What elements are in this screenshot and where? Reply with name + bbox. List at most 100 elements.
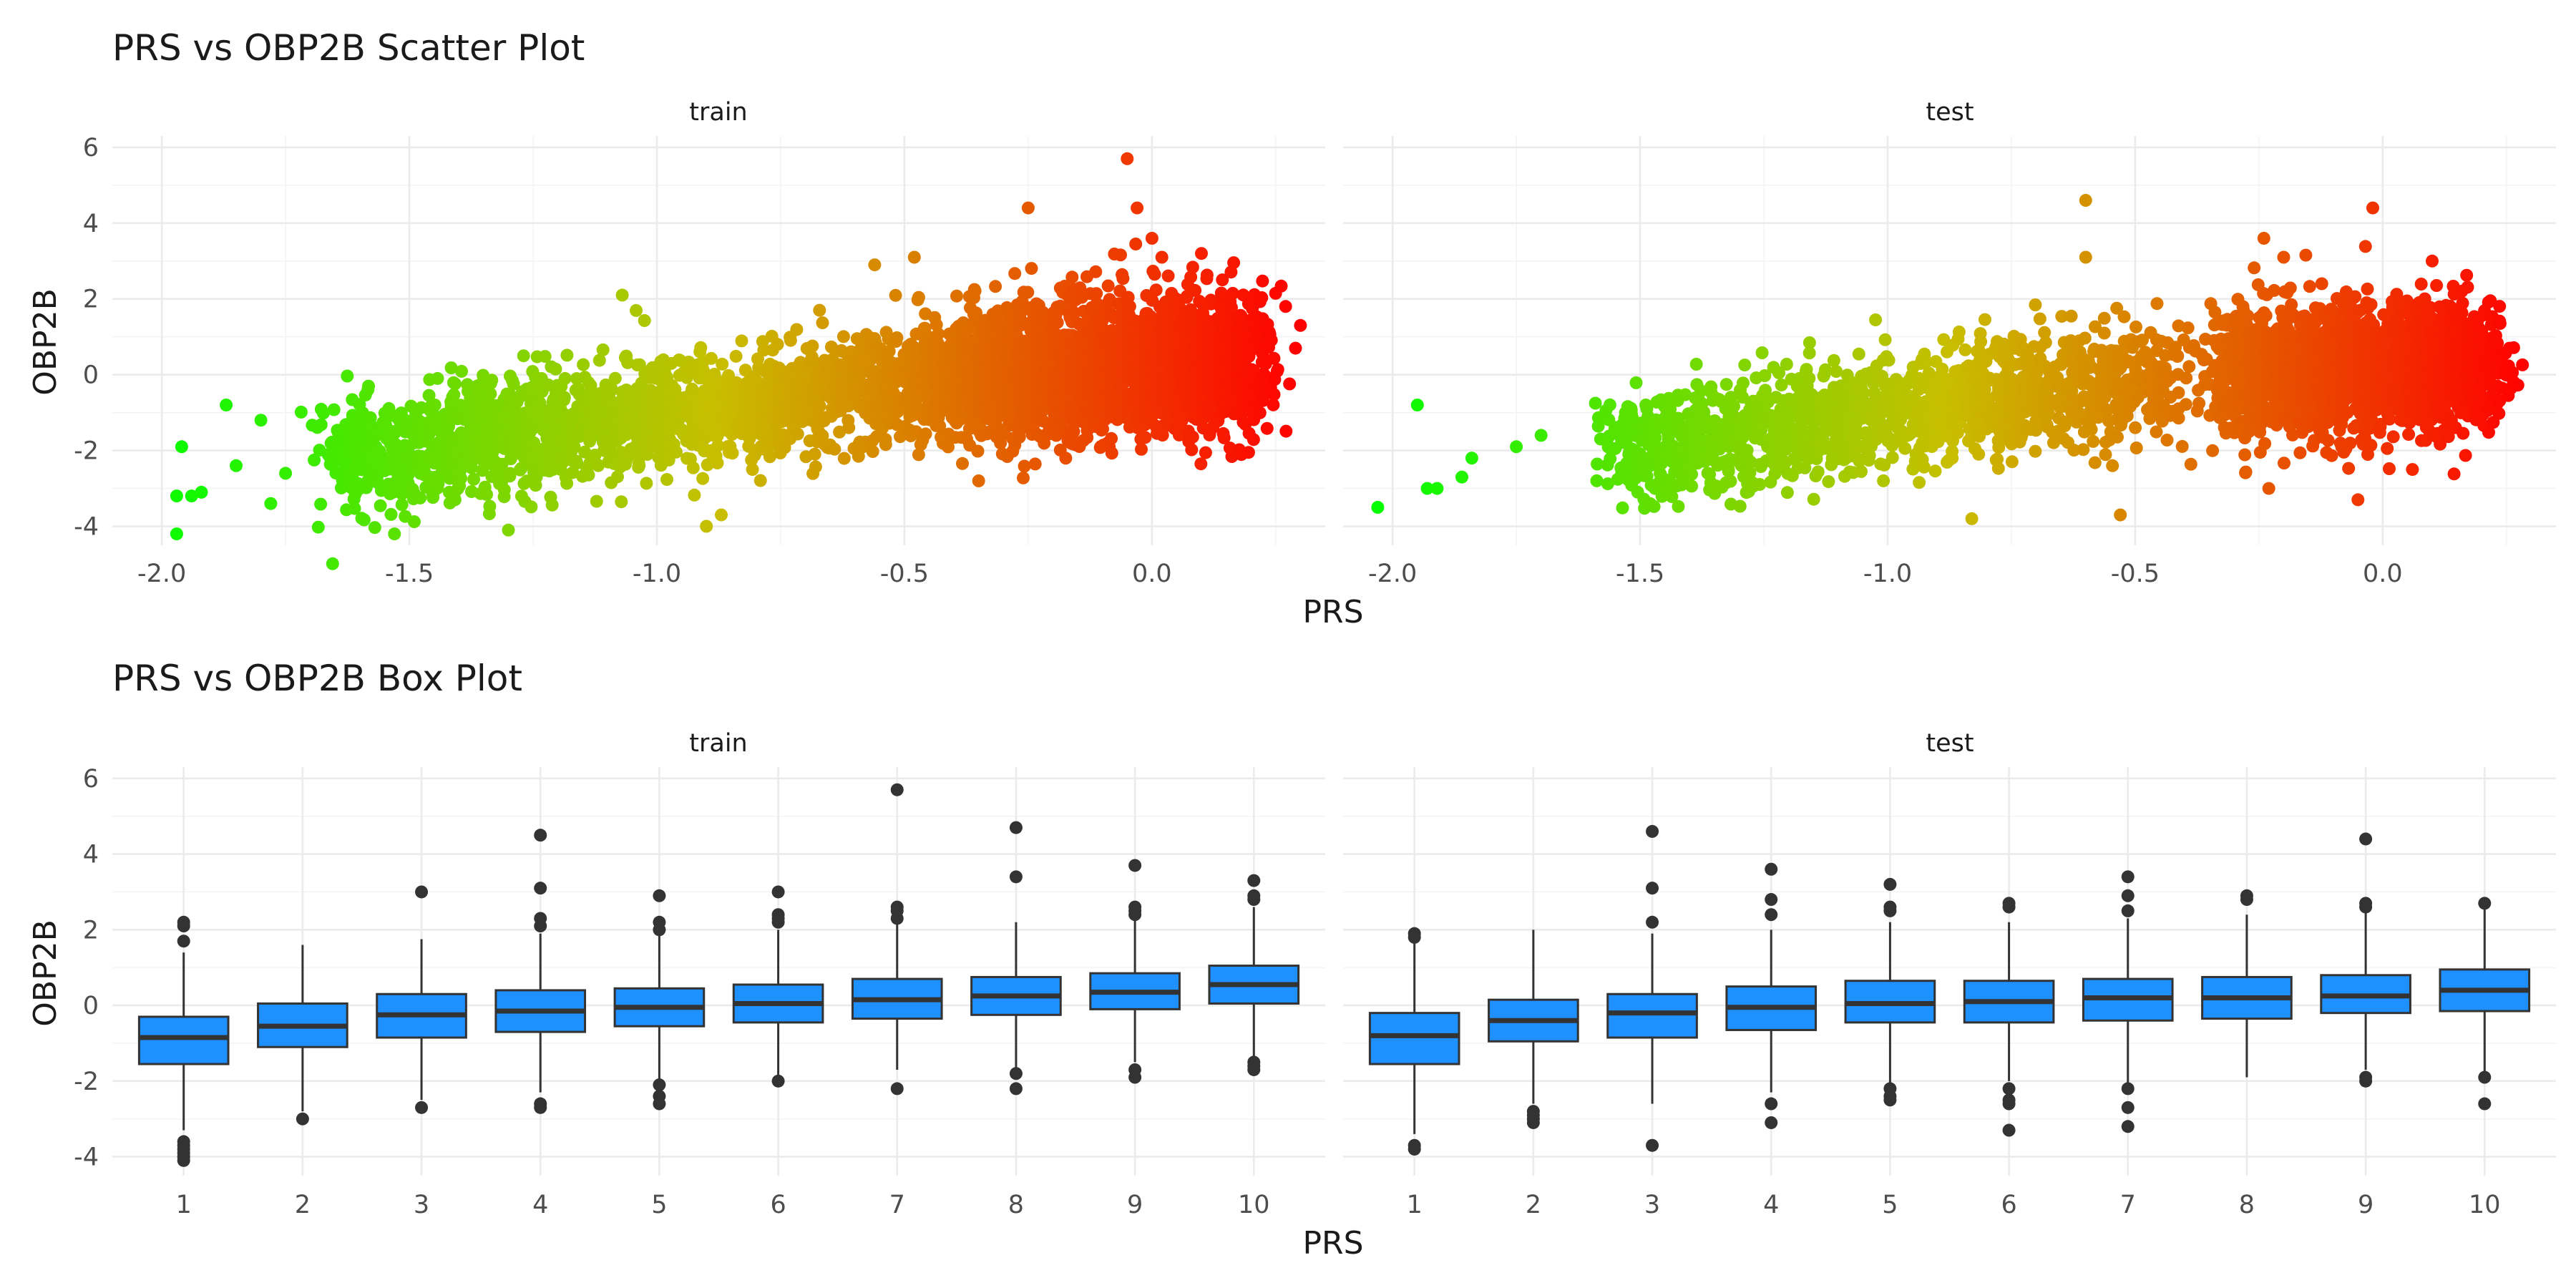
scatter-point xyxy=(254,414,268,427)
scatter-point xyxy=(738,364,752,377)
scatter-point xyxy=(890,331,904,344)
scatter-point xyxy=(615,495,628,509)
scatter-point xyxy=(230,459,243,472)
scatter-point xyxy=(1021,201,1035,215)
scatter-point xyxy=(771,338,784,351)
scatter-point xyxy=(316,406,330,420)
scatter-point xyxy=(640,477,653,490)
scatter-point xyxy=(1256,274,1269,288)
scatter-point xyxy=(989,280,1002,293)
scatter-x-tick-label: 0.0 xyxy=(1132,560,1172,588)
scatter-point xyxy=(791,427,804,441)
scatter-point xyxy=(1017,471,1030,484)
scatter-point xyxy=(660,473,673,487)
scatter-point xyxy=(538,350,552,364)
scatter-facet-test-label: test xyxy=(1926,98,1974,127)
scatter-point xyxy=(715,508,728,522)
scatter-point xyxy=(311,520,325,534)
scatter-point xyxy=(1186,430,1199,444)
scatter-point xyxy=(813,399,826,413)
scatter-point xyxy=(503,467,517,480)
scatter-point xyxy=(1246,433,1260,447)
scatter-point xyxy=(711,439,725,452)
scatter-point xyxy=(314,418,328,431)
scatter-point xyxy=(956,457,969,470)
scatter-x-tick-label: -1.5 xyxy=(385,560,434,588)
scatter-point xyxy=(1737,376,1750,390)
scatter-point xyxy=(525,500,538,514)
scatter-point xyxy=(608,371,622,385)
scatter-point xyxy=(1161,269,1175,283)
scatter-point xyxy=(368,521,381,535)
scatter-point xyxy=(1185,443,1199,457)
scatter-point xyxy=(1131,201,1144,215)
scatter-point xyxy=(1647,499,1661,513)
scatter-point xyxy=(1123,300,1136,313)
scatter-point xyxy=(395,498,409,512)
scatter-point xyxy=(1753,478,1767,491)
scatter-point xyxy=(308,453,321,467)
scatter-point xyxy=(968,284,982,298)
scatter-point xyxy=(1274,279,1288,293)
scatter-point xyxy=(868,258,882,272)
scatter-point xyxy=(1802,371,1816,385)
scatter-point xyxy=(294,405,308,419)
scatter-point xyxy=(753,474,767,487)
scatter-point xyxy=(919,427,932,441)
scatter-point xyxy=(1241,446,1255,459)
scatter-point xyxy=(763,450,776,464)
scatter-point xyxy=(1135,442,1148,456)
scatter-point xyxy=(686,461,700,474)
scatter-point xyxy=(1811,465,1825,479)
scatter-point xyxy=(507,377,520,391)
scatter-point xyxy=(326,557,339,570)
scatter-point xyxy=(1755,346,1769,359)
scatter-point xyxy=(828,442,841,456)
scatter-point xyxy=(577,358,590,371)
scatter-point xyxy=(1878,333,1892,346)
scatter-point xyxy=(1105,431,1118,445)
scatter-point xyxy=(1672,499,1685,513)
scatter-point xyxy=(567,440,581,454)
scatter-point xyxy=(729,349,743,363)
scatter-point xyxy=(1025,262,1038,275)
scatter-panel-train: -2.0 -1.5 -1.0 -0.5 0.0 xyxy=(112,136,1325,588)
scatter-point xyxy=(638,314,651,327)
scatter-point xyxy=(582,468,595,482)
scatter-point xyxy=(448,493,462,507)
scatter-point xyxy=(1689,358,1703,371)
scatter-point xyxy=(1059,452,1073,465)
scatter-point xyxy=(1008,267,1022,280)
scatter-point xyxy=(422,389,436,402)
scatter-point xyxy=(175,440,188,454)
scatter-point xyxy=(1465,452,1478,465)
scatter-point xyxy=(1740,444,1754,457)
scatter-point xyxy=(882,344,896,358)
scatter-point xyxy=(596,343,610,356)
scatter-point xyxy=(558,371,572,385)
scatter-point xyxy=(806,339,819,353)
scatter-point xyxy=(1510,440,1523,454)
scatter-point xyxy=(1685,479,1699,493)
scatter-point xyxy=(688,488,701,502)
scatter-point xyxy=(1807,492,1820,506)
scatter-point xyxy=(1186,260,1199,274)
scatter-point xyxy=(578,445,592,459)
scatter-point xyxy=(1780,358,1793,371)
scatter-point xyxy=(327,403,341,416)
scatter-point xyxy=(341,369,354,383)
scatter-x-tick-label: -2.0 xyxy=(137,560,186,588)
scatter-point xyxy=(907,250,921,264)
scatter-point xyxy=(912,291,925,304)
scatter-point xyxy=(1114,248,1127,262)
scatter-point xyxy=(621,356,635,369)
scatter-x-tick-label: -1.0 xyxy=(633,560,681,588)
scatter-point xyxy=(1410,399,1424,411)
scatter-point xyxy=(1882,353,1896,367)
scatter-point xyxy=(611,470,624,484)
scatter-point xyxy=(514,462,528,475)
scatter-point xyxy=(1194,457,1208,471)
scatter-point xyxy=(1267,351,1281,365)
scatter-point xyxy=(668,383,682,396)
scatter-point xyxy=(1264,333,1278,347)
